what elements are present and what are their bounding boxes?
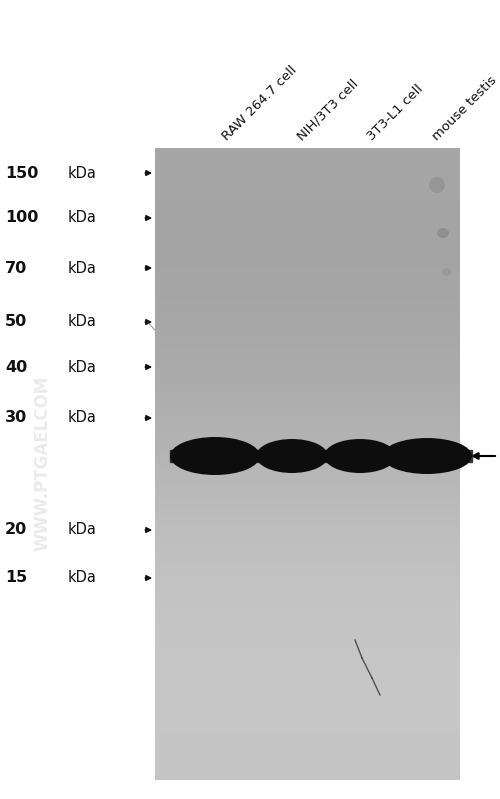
Text: 20: 20 [5, 523, 27, 538]
Ellipse shape [170, 437, 260, 475]
Text: 50: 50 [5, 315, 27, 329]
Text: kDa: kDa [68, 165, 96, 181]
Ellipse shape [437, 228, 449, 238]
Text: 40: 40 [5, 360, 27, 375]
Text: 15: 15 [5, 570, 27, 586]
Ellipse shape [256, 439, 328, 473]
Text: RAW 264.7 cell: RAW 264.7 cell [220, 63, 300, 143]
Ellipse shape [324, 439, 396, 473]
Text: kDa: kDa [68, 315, 96, 329]
Ellipse shape [382, 438, 472, 474]
Text: kDa: kDa [68, 411, 96, 426]
Text: kDa: kDa [68, 360, 96, 375]
Text: kDa: kDa [68, 260, 96, 276]
Text: 150: 150 [5, 165, 38, 181]
Text: 100: 100 [5, 210, 38, 225]
Text: 30: 30 [5, 411, 27, 426]
Text: kDa: kDa [68, 570, 96, 586]
Ellipse shape [429, 177, 445, 193]
Text: mouse testis: mouse testis [430, 74, 500, 143]
Text: 3T3-L1 cell: 3T3-L1 cell [365, 82, 426, 143]
Text: kDa: kDa [68, 210, 96, 225]
Text: NIH/3T3 cell: NIH/3T3 cell [295, 77, 361, 143]
Text: kDa: kDa [68, 523, 96, 538]
Text: 70: 70 [5, 260, 27, 276]
Ellipse shape [442, 268, 452, 276]
Text: WWW.PTGAELCOM: WWW.PTGAELCOM [34, 376, 52, 551]
